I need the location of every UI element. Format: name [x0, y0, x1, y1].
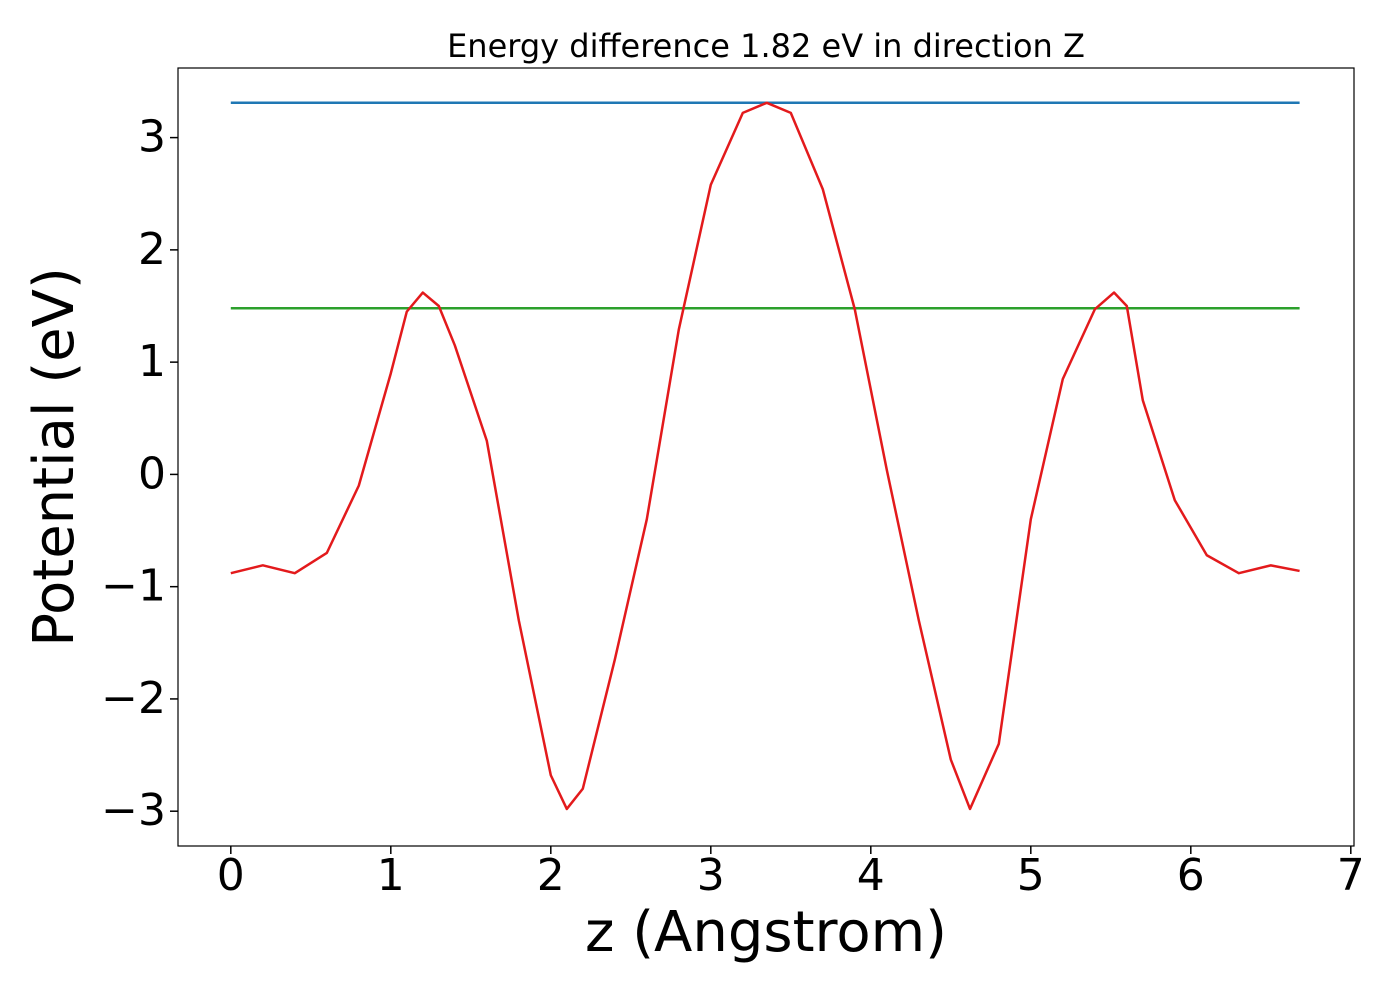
y-tick-label: −2	[101, 673, 166, 724]
y-tick-label: 2	[138, 224, 166, 275]
y-tick-label: −1	[101, 561, 166, 612]
x-tick-label: 6	[1177, 850, 1205, 901]
y-tick-label: 0	[138, 448, 166, 499]
x-tick-label: 3	[697, 850, 725, 901]
x-axis-label: z (Angstrom)	[585, 900, 947, 965]
x-tick-label: 4	[857, 850, 885, 901]
y-axis-label: Potential (eV)	[22, 267, 87, 647]
chart-title: Energy difference 1.82 eV in direction Z	[447, 27, 1085, 65]
x-tick-label: 1	[377, 850, 405, 901]
plot-frame	[177, 67, 1355, 847]
data-line	[230, 101, 1300, 811]
y-tick-label: 1	[138, 336, 166, 387]
y-tick-label: −3	[101, 785, 166, 836]
x-tick-label: 5	[1017, 850, 1045, 901]
x-tick-label: 2	[537, 850, 565, 901]
y-tick-label: 3	[138, 112, 166, 163]
x-tick-label: 7	[1337, 850, 1365, 901]
x-tick-label: 0	[217, 850, 245, 901]
